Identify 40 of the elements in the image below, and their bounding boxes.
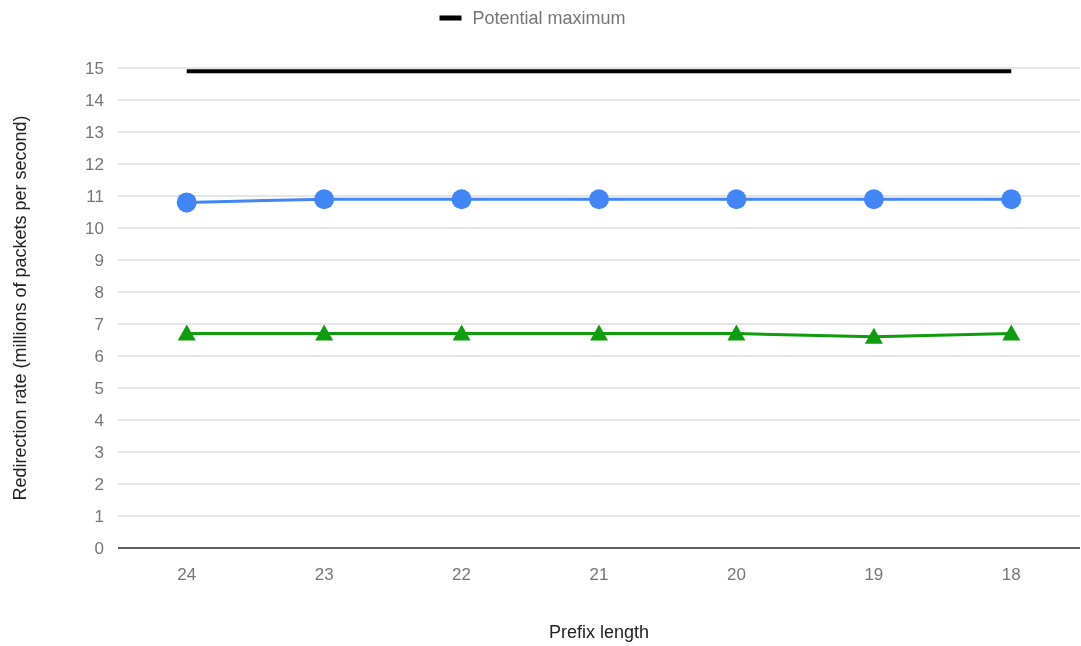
x-tick-label: 24 [177, 565, 197, 584]
point [590, 324, 608, 341]
x-tick-label: 20 [726, 565, 746, 584]
x-axis-title: Prefix length [548, 622, 650, 642]
y-tick-label: 13 [85, 123, 104, 142]
y-tick-label: 10 [85, 219, 104, 238]
y-tick-label: 1 [94, 507, 104, 526]
point [451, 189, 472, 210]
x-tick-label: 22 [452, 565, 472, 584]
y-tick-label: 9 [94, 251, 104, 270]
point [727, 324, 746, 341]
x-tick-label: 21 [589, 565, 609, 584]
point [864, 327, 883, 344]
point [863, 189, 884, 210]
point [176, 192, 197, 213]
point [177, 324, 196, 341]
point [315, 324, 334, 341]
y-tick-label: 6 [94, 347, 104, 366]
legend-label: Potential maximum [472, 8, 626, 28]
y-tick-label: 5 [94, 379, 104, 398]
y-tick-label: 14 [85, 91, 104, 110]
x-tick-label: 23 [314, 565, 334, 584]
y-axis-title: Redirection rate (millions of packets per second) [10, 115, 30, 501]
y-tick-label: 4 [94, 411, 104, 430]
y-tick-label: 11 [86, 187, 104, 206]
point [1001, 189, 1022, 210]
y-tick-label: 7 [94, 315, 104, 334]
point [726, 189, 747, 210]
x-tick-label: 18 [1001, 565, 1021, 584]
point [589, 189, 609, 210]
x-tick-label: 19 [864, 565, 884, 584]
y-tick-label: 12 [85, 155, 104, 174]
y-tick-label: 3 [94, 443, 104, 462]
y-tick-label: 0 [94, 539, 104, 558]
y-tick-label: 2 [94, 475, 104, 494]
point [1002, 324, 1021, 341]
point [452, 324, 471, 341]
y-tick-label: 15 [85, 59, 104, 78]
point [314, 189, 335, 210]
y-tick-label: 8 [94, 283, 104, 302]
